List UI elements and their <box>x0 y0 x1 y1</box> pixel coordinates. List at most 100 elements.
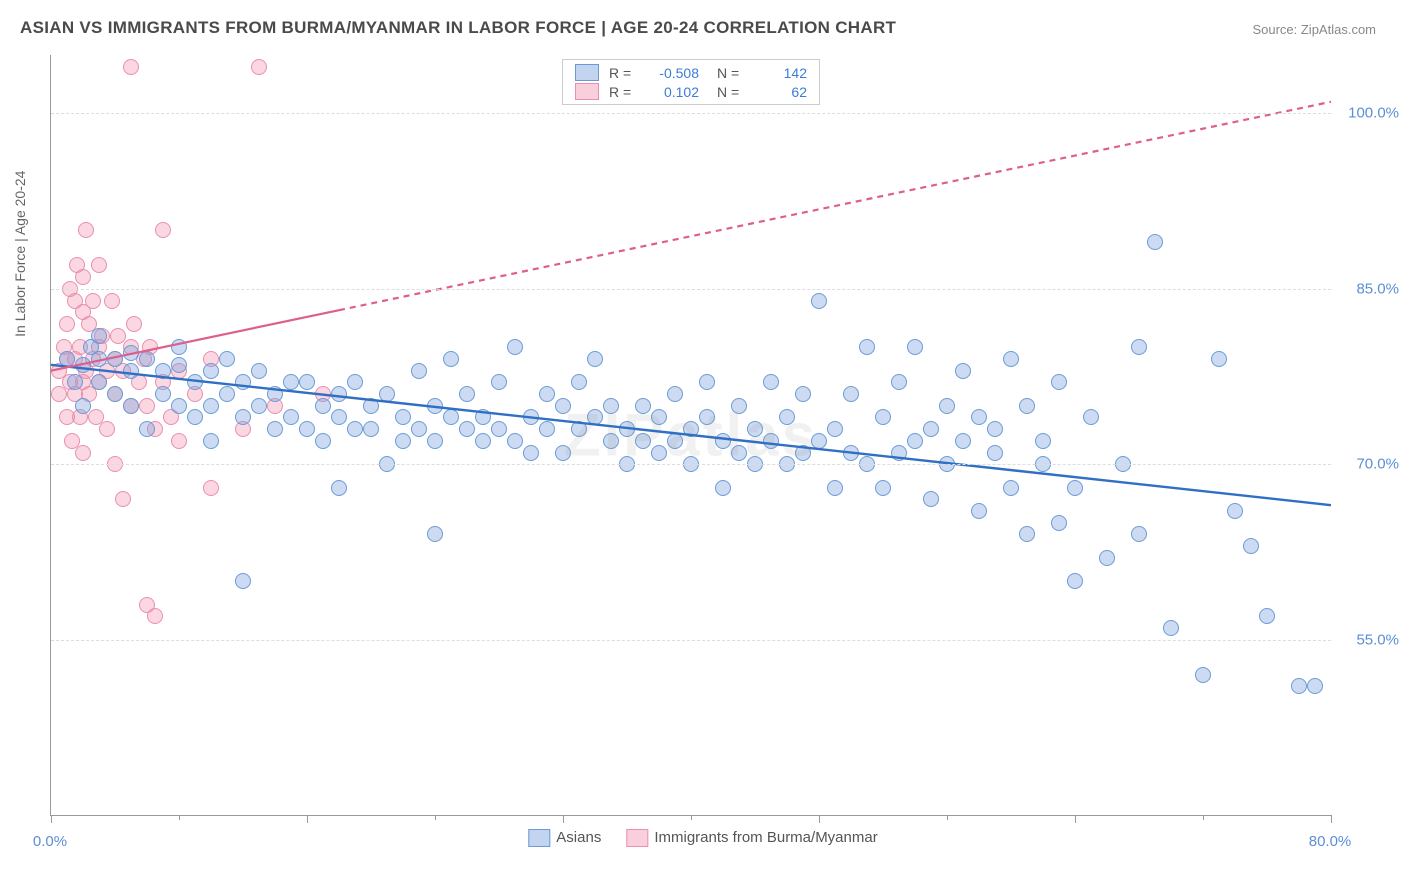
data-point <box>1051 374 1067 390</box>
data-point <box>859 339 875 355</box>
data-point <box>651 445 667 461</box>
chart-title: ASIAN VS IMMIGRANTS FROM BURMA/MYANMAR I… <box>20 18 896 38</box>
data-point <box>83 339 99 355</box>
data-point <box>939 398 955 414</box>
data-point <box>699 374 715 390</box>
legend-row: R =0.102N =62 <box>563 82 819 101</box>
data-point <box>987 445 1003 461</box>
data-point <box>683 421 699 437</box>
data-point <box>411 421 427 437</box>
data-point <box>1131 339 1147 355</box>
data-point <box>283 374 299 390</box>
data-point <box>795 386 811 402</box>
data-point <box>75 445 91 461</box>
data-point <box>78 222 94 238</box>
gridline <box>51 113 1331 114</box>
data-point <box>411 363 427 379</box>
data-point <box>59 351 75 367</box>
data-point <box>1307 678 1323 694</box>
data-point <box>987 421 1003 437</box>
data-point <box>1083 409 1099 425</box>
data-point <box>139 398 155 414</box>
data-point <box>235 409 251 425</box>
legend-item: Immigrants from Burma/Myanmar <box>626 829 877 847</box>
legend-swatch <box>575 64 599 81</box>
data-point <box>1067 480 1083 496</box>
data-point <box>75 357 91 373</box>
data-point <box>1259 608 1275 624</box>
data-point <box>427 433 443 449</box>
data-point <box>219 386 235 402</box>
data-point <box>91 374 107 390</box>
data-point <box>715 480 731 496</box>
data-point <box>635 433 651 449</box>
x-tick-minor <box>179 815 180 820</box>
x-tick <box>307 815 308 823</box>
legend-n-label: N = <box>717 65 747 81</box>
data-point <box>635 398 651 414</box>
correlation-legend: R =-0.508N =142R =0.102N =62 <box>562 59 820 105</box>
data-point <box>507 339 523 355</box>
data-point <box>923 491 939 507</box>
data-point <box>1227 503 1243 519</box>
data-point <box>139 351 155 367</box>
data-point <box>875 480 891 496</box>
data-point <box>59 409 75 425</box>
data-point <box>251 59 267 75</box>
data-point <box>1243 538 1259 554</box>
data-point <box>1195 667 1211 683</box>
data-point <box>1131 526 1147 542</box>
data-point <box>651 409 667 425</box>
data-point <box>891 374 907 390</box>
data-point <box>123 398 139 414</box>
data-point <box>99 421 115 437</box>
y-tick-label: 70.0% <box>1356 456 1399 473</box>
data-point <box>763 374 779 390</box>
x-tick <box>1075 815 1076 823</box>
x-tick-minor <box>435 815 436 820</box>
data-point <box>110 328 126 344</box>
data-point <box>203 398 219 414</box>
data-point <box>475 433 491 449</box>
legend-swatch <box>575 83 599 100</box>
data-point <box>395 433 411 449</box>
data-point <box>155 386 171 402</box>
data-point <box>1019 398 1035 414</box>
x-tick-minor <box>1203 815 1204 820</box>
data-point <box>107 351 123 367</box>
data-point <box>187 409 203 425</box>
data-point <box>171 433 187 449</box>
x-tick-label: 80.0% <box>1309 833 1352 850</box>
data-point <box>51 386 67 402</box>
legend-label: Asians <box>556 829 601 846</box>
data-point <box>1003 351 1019 367</box>
x-tick-minor <box>947 815 948 820</box>
data-point <box>571 374 587 390</box>
data-point <box>1099 550 1115 566</box>
data-point <box>443 351 459 367</box>
data-point <box>619 421 635 437</box>
data-point <box>1019 526 1035 542</box>
data-point <box>155 363 171 379</box>
data-point <box>347 421 363 437</box>
data-point <box>571 421 587 437</box>
data-point <box>395 409 411 425</box>
data-point <box>123 345 139 361</box>
y-tick-label: 85.0% <box>1356 280 1399 297</box>
data-point <box>203 363 219 379</box>
data-point <box>699 409 715 425</box>
data-point <box>731 398 747 414</box>
data-point <box>523 409 539 425</box>
data-point <box>315 433 331 449</box>
data-point <box>203 433 219 449</box>
data-point <box>843 445 859 461</box>
data-point <box>955 433 971 449</box>
data-point <box>347 374 363 390</box>
data-point <box>187 374 203 390</box>
data-point <box>779 409 795 425</box>
data-point <box>475 409 491 425</box>
trend-line <box>339 102 1331 310</box>
data-point <box>126 316 142 332</box>
data-point <box>523 445 539 461</box>
data-point <box>555 398 571 414</box>
